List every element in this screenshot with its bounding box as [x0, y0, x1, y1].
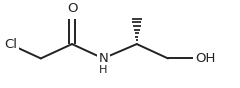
Text: N: N — [98, 52, 108, 65]
Text: H: H — [99, 65, 108, 75]
Text: OH: OH — [195, 52, 215, 65]
Text: Cl: Cl — [4, 38, 17, 51]
Text: O: O — [67, 2, 77, 15]
